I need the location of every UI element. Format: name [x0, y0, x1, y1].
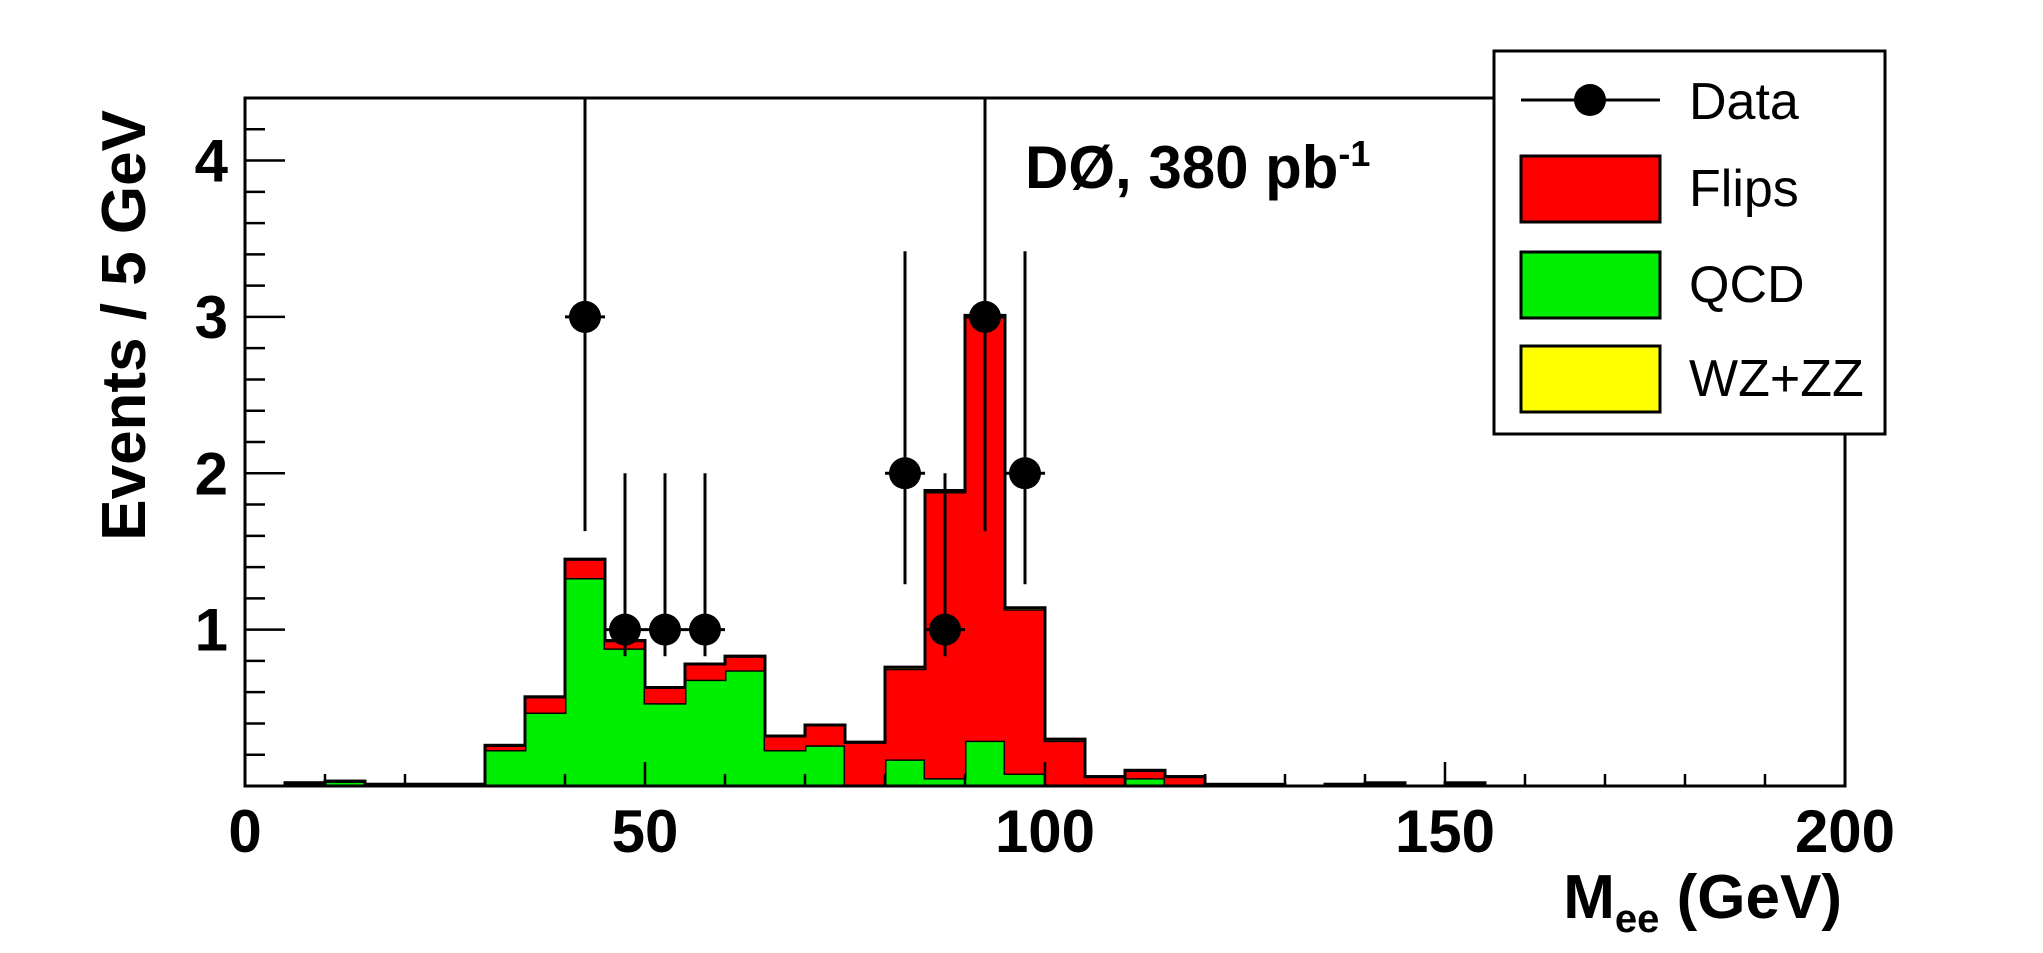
- bar-flips-bin-7: [525, 696, 565, 713]
- bar-flips-bin-28: [1365, 782, 1405, 786]
- bar-flips-bin-20: [1045, 740, 1085, 785]
- x-axis-title: Mee (GeV): [1563, 863, 1842, 941]
- bar-qcd-bin-8: [565, 578, 605, 786]
- data-point-0: [565, 98, 605, 532]
- data-marker-6: [969, 300, 1001, 333]
- bar-qcd-bin-2: [325, 781, 365, 786]
- x-tick-label-50: 50: [612, 798, 679, 865]
- x-tick-label-150: 150: [1395, 798, 1495, 865]
- y-tick-label-4: 4: [195, 128, 229, 195]
- bar-qcd-bin-11: [685, 679, 725, 786]
- bar-flips-bin-30: [1445, 782, 1485, 786]
- data-points: [565, 98, 1045, 657]
- x-axis-title-subscript: ee: [1615, 897, 1660, 941]
- bar-qcd-bin-22: [1125, 778, 1165, 786]
- data-marker-4: [889, 457, 921, 490]
- bar-qcd-bin-10: [645, 703, 685, 786]
- data-marker-2: [649, 613, 681, 646]
- x-axis-title-main: M: [1563, 863, 1615, 932]
- legend-marker-data: [1574, 84, 1606, 116]
- bar-qcd-bin-16: [885, 759, 925, 786]
- bar-qcd-bin-7: [525, 712, 565, 786]
- data-point-5: [925, 473, 965, 657]
- bar-qcd-bin-1: [285, 782, 325, 786]
- annotation-superscript: -1: [1338, 133, 1370, 174]
- x-axis-title-rest: (GeV): [1659, 863, 1842, 932]
- bar-flips-bin-21: [1085, 776, 1125, 786]
- bar-flips-bin-6: [485, 745, 525, 751]
- y-axis-title: Events / 5 GeV: [90, 110, 159, 541]
- bar-flips-bin-12: [725, 656, 765, 671]
- legend-label-data: Data: [1689, 73, 1799, 131]
- bar-flips-bin-14: [805, 725, 845, 746]
- annotation-main: DØ, 380 pb: [1025, 134, 1338, 201]
- legend-label-qcd: QCD: [1689, 256, 1805, 314]
- bar-flips-bin-11: [685, 664, 725, 680]
- legend-entry-data: Data: [1521, 73, 1799, 131]
- bar-qcd-bin-18: [965, 740, 1005, 786]
- data-marker-0: [569, 300, 601, 333]
- bar-flips-bin-8: [565, 559, 605, 579]
- data-point-3: [685, 473, 725, 657]
- luminosity-annotation: DØ, 380 pb-1: [1025, 133, 1370, 201]
- data-marker-3: [689, 613, 721, 646]
- data-marker-7: [1009, 457, 1041, 490]
- data-point-4: [885, 251, 925, 585]
- data-point-6: [965, 98, 1005, 532]
- bar-flips-bin-13: [765, 735, 805, 751]
- bar-flips-bin-16: [885, 668, 925, 760]
- legend-label-flips: Flips: [1689, 160, 1799, 218]
- data-marker-5: [929, 613, 961, 646]
- bar-flips-bin-15: [845, 742, 885, 785]
- legend: Data Flips QCD WZ+ZZ: [1492, 49, 1887, 436]
- x-tick-label-0: 0: [228, 798, 261, 865]
- data-marker-1: [609, 613, 641, 646]
- legend-entry-wzzz: WZ+ZZ: [1519, 344, 1864, 414]
- bar-flips-bin-10: [645, 687, 685, 704]
- bar-qcd-bin-12: [725, 670, 765, 786]
- bar-flips-bin-19: [1005, 609, 1045, 774]
- bar-qcd-bin-14: [805, 745, 845, 786]
- legend-swatch-flips: [1519, 154, 1662, 224]
- legend-swatch-wzzz: [1519, 344, 1662, 414]
- legend-label-wzzz: WZ+ZZ: [1689, 350, 1864, 408]
- bar-qcd-bin-6: [485, 750, 525, 786]
- x-tick-label-100: 100: [995, 798, 1095, 865]
- bar-flips-bin-22: [1125, 770, 1165, 779]
- bar-flips-bin-23: [1165, 776, 1205, 785]
- legend-entry-qcd: QCD: [1519, 250, 1805, 320]
- legend-entry-flips: Flips: [1519, 154, 1799, 224]
- data-point-2: [645, 473, 685, 657]
- axis-ticks: 0 50 100 150 200 1 2 3 4: [195, 96, 1895, 865]
- bar-qcd-bin-17: [925, 778, 965, 786]
- legend-swatch-qcd: [1519, 250, 1662, 320]
- y-tick-label-1: 1: [195, 597, 228, 664]
- bar-qcd-bin-9: [605, 648, 645, 786]
- svg-text:DØ, 380 pb-1: DØ, 380 pb-1: [1025, 133, 1370, 201]
- y-tick-label-3: 3: [195, 284, 228, 351]
- data-point-1: [605, 473, 645, 657]
- y-tick-label-2: 2: [195, 440, 228, 507]
- bar-qcd-bin-19: [1005, 773, 1045, 786]
- x-tick-label-200: 200: [1795, 798, 1895, 865]
- data-point-7: [1005, 251, 1045, 585]
- bar-qcd-bin-13: [765, 750, 805, 786]
